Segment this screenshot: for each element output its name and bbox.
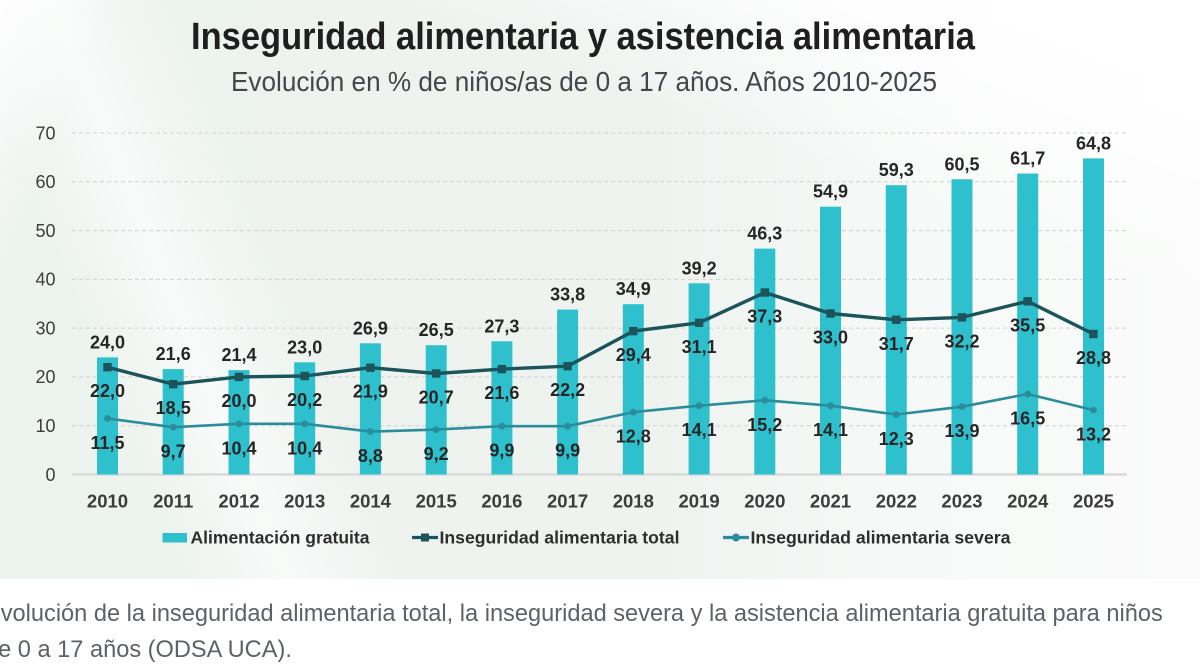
svg-text:2016: 2016: [481, 491, 522, 512]
svg-text:22,2: 22,2: [550, 380, 585, 400]
svg-text:9,9: 9,9: [489, 441, 514, 461]
svg-text:20,2: 20,2: [287, 390, 322, 410]
svg-text:11,5: 11,5: [90, 433, 124, 453]
svg-text:23,0: 23,0: [287, 337, 322, 357]
svg-text:60: 60: [35, 172, 55, 192]
svg-text:32,2: 32,2: [944, 331, 979, 351]
svg-text:9,9: 9,9: [555, 441, 580, 461]
svg-text:31,1: 31,1: [682, 337, 717, 357]
svg-text:16,5: 16,5: [1010, 409, 1045, 429]
svg-text:Inseguridad alimentaria y asis: Inseguridad alimentaria y asistencia ali…: [191, 16, 976, 58]
svg-text:Alimentación gratuita: Alimentación gratuita: [191, 528, 370, 548]
svg-text:2025: 2025: [1073, 491, 1114, 512]
svg-text:2021: 2021: [810, 491, 851, 512]
svg-text:2014: 2014: [350, 491, 392, 512]
svg-text:10,4: 10,4: [221, 438, 256, 458]
svg-text:20,0: 20,0: [221, 391, 256, 411]
svg-text:21,4: 21,4: [221, 345, 256, 365]
svg-text:54,9: 54,9: [813, 182, 848, 202]
svg-text:2015: 2015: [416, 491, 457, 512]
svg-text:21,6: 21,6: [484, 383, 519, 403]
svg-text:18,5: 18,5: [156, 398, 191, 418]
svg-text:37,3: 37,3: [747, 307, 782, 327]
svg-text:Inseguridad alimentaria severa: Inseguridad alimentaria severa: [751, 528, 1011, 548]
svg-text:14,1: 14,1: [682, 420, 717, 440]
svg-text:2018: 2018: [613, 491, 654, 512]
svg-text:61,7: 61,7: [1010, 149, 1045, 169]
svg-text:26,5: 26,5: [419, 320, 454, 340]
svg-text:8,8: 8,8: [358, 446, 383, 466]
svg-text:31,7: 31,7: [879, 334, 914, 354]
svg-text:70: 70: [35, 123, 55, 143]
svg-text:2017: 2017: [547, 491, 588, 512]
svg-text:24,0: 24,0: [90, 332, 125, 352]
svg-text:10: 10: [35, 416, 55, 436]
svg-text:2020: 2020: [744, 491, 785, 512]
svg-text:2023: 2023: [941, 491, 982, 512]
svg-text:14,1: 14,1: [813, 420, 848, 440]
svg-text:2012: 2012: [218, 491, 259, 512]
svg-text:33,8: 33,8: [550, 285, 585, 305]
svg-text:39,2: 39,2: [682, 258, 717, 278]
svg-text:2019: 2019: [679, 491, 720, 512]
svg-text:28,8: 28,8: [1076, 348, 1111, 368]
svg-text:21,6: 21,6: [156, 344, 191, 364]
svg-text:33,0: 33,0: [813, 328, 848, 348]
svg-text:2013: 2013: [284, 491, 325, 512]
svg-text:27,3: 27,3: [484, 316, 519, 336]
svg-text:2022: 2022: [876, 491, 917, 512]
svg-text:30: 30: [35, 318, 55, 338]
svg-text:20: 20: [35, 367, 55, 387]
svg-text:20,7: 20,7: [419, 388, 454, 408]
svg-text:35,5: 35,5: [1010, 315, 1045, 335]
svg-text:50: 50: [35, 221, 55, 241]
svg-text:40: 40: [35, 270, 55, 290]
svg-text:46,3: 46,3: [747, 224, 782, 244]
svg-text:9,7: 9,7: [161, 442, 186, 462]
svg-text:Inseguridad alimentaria total: Inseguridad alimentaria total: [440, 528, 680, 548]
svg-text:Evolución en % de niños/as de: Evolución en % de niños/as de 0 a 17 año…: [231, 66, 937, 97]
svg-text:15,2: 15,2: [747, 415, 782, 435]
svg-text:29,4: 29,4: [616, 345, 651, 365]
svg-text:10,4: 10,4: [287, 438, 322, 458]
svg-text:2024: 2024: [1007, 491, 1049, 512]
svg-text:9,2: 9,2: [424, 444, 449, 464]
svg-text:22,0: 22,0: [90, 381, 125, 401]
svg-text:26,9: 26,9: [353, 318, 388, 338]
svg-text:60,5: 60,5: [944, 154, 979, 174]
svg-text:64,8: 64,8: [1076, 133, 1111, 153]
svg-text:59,3: 59,3: [879, 160, 914, 180]
svg-text:12,8: 12,8: [616, 427, 651, 447]
svg-text:0: 0: [45, 465, 55, 485]
svg-text:2011: 2011: [153, 491, 193, 512]
svg-text:13,9: 13,9: [944, 421, 979, 441]
svg-text:34,9: 34,9: [616, 279, 651, 299]
svg-text:2010: 2010: [87, 491, 128, 512]
svg-text:12,3: 12,3: [879, 429, 914, 449]
svg-text:13,2: 13,2: [1076, 425, 1111, 445]
svg-text:21,9: 21,9: [353, 382, 388, 402]
